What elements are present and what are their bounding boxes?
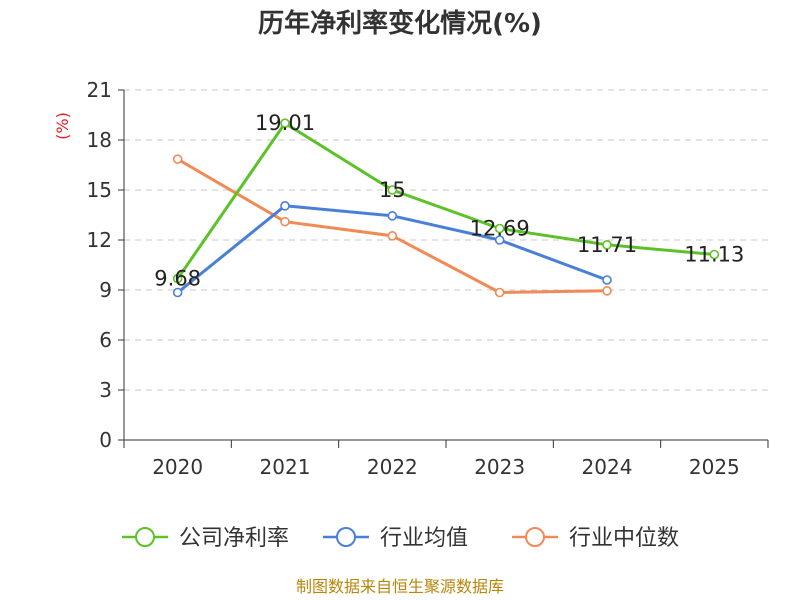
series-0-point-2022	[387, 185, 398, 195]
series-line-0	[176, 121, 716, 281]
series-group	[172, 118, 720, 298]
series-2-point-2022	[387, 231, 398, 241]
y-tick-label-21: 21	[87, 78, 112, 102]
y-tick-label-18: 18	[87, 128, 112, 152]
legend-label-1: 行业均值	[380, 526, 468, 551]
legend-marker-1	[336, 527, 356, 547]
data-label-2023: 12.69	[470, 217, 530, 241]
series-1-point-2020	[172, 287, 183, 298]
data-labels: 9.68 19.01 15 12.69 11.71 11.13	[154, 111, 744, 290]
y-tick-label-3: 3	[99, 378, 112, 402]
data-source-note: 制图数据来自恒生聚源数据库	[296, 577, 504, 596]
x-tick-label-2022: 2022	[367, 455, 418, 479]
series-2-point-2024	[602, 286, 612, 296]
series-0-point-2024	[602, 240, 612, 250]
series-1-point-2022	[387, 211, 398, 221]
chart-title: 历年净利率变化情况(%)	[258, 8, 542, 39]
legend-marker-2	[525, 527, 545, 547]
series-2-point-2020	[172, 154, 183, 164]
y-tick-label-9: 9	[99, 278, 112, 302]
x-tick-label-2025: 2025	[689, 455, 740, 479]
series-2-point-2023	[494, 287, 505, 298]
series-0-point-2020	[172, 273, 183, 284]
x-tick-label-2021: 2021	[260, 455, 311, 479]
legend: 公司净利率 行业均值 行业中位数	[122, 526, 679, 551]
legend-marker-0	[135, 527, 155, 547]
series-0-point-2023	[494, 223, 505, 234]
x-tick-label-2024: 2024	[582, 455, 633, 479]
y-tick-label-12: 12	[87, 228, 112, 252]
data-label-2022: 15	[379, 178, 406, 202]
series-2-point-2021	[280, 216, 290, 227]
data-label-2020: 9.68	[154, 267, 201, 291]
data-label-2024: 11.71	[577, 233, 637, 257]
data-label-2025: 11.13	[684, 243, 744, 267]
x-tick-label-2023: 2023	[474, 455, 525, 479]
legend-label-0: 公司净利率	[179, 526, 289, 551]
y-tick-label-6: 6	[99, 328, 112, 352]
y-axis-unit-label: (%)	[53, 112, 72, 140]
data-label-2021: 19.01	[255, 111, 315, 135]
y-tick-label-0: 0	[99, 428, 112, 452]
series-0-point-2021	[280, 118, 290, 128]
y-tick-label-15: 15	[87, 178, 112, 202]
series-0-point-2025	[709, 249, 720, 260]
axes: 0 3 6 9 12 15 18 21 2020 2021 2022 2023 2024 2025	[87, 78, 769, 479]
grid-lines	[124, 89, 768, 391]
legend-label-2: 行业中位数	[569, 526, 679, 551]
series-1-point-2021	[280, 201, 290, 211]
series-1-point-2024	[602, 275, 612, 285]
series-1-point-2023	[494, 235, 505, 245]
x-tick-label-2020: 2020	[152, 455, 203, 479]
